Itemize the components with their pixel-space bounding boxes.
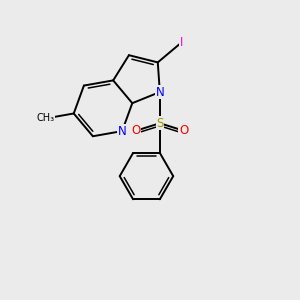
- Text: I: I: [180, 36, 183, 49]
- Text: CH₃: CH₃: [37, 113, 55, 123]
- Text: O: O: [179, 124, 188, 137]
- Text: S: S: [156, 117, 164, 130]
- Text: N: N: [155, 85, 164, 98]
- Text: O: O: [131, 124, 141, 137]
- Text: N: N: [118, 124, 127, 138]
